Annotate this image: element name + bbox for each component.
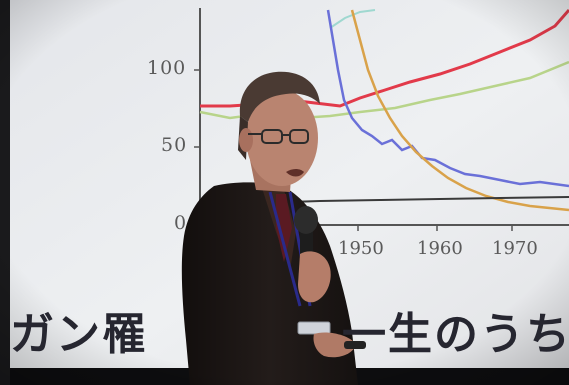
slide-caption-left: ガン罹 — [10, 309, 148, 360]
y-tick-label-100: 100 — [147, 57, 187, 79]
x-tick-label-1960: 1960 — [417, 238, 463, 259]
y-tick-label-0: 0 — [174, 212, 188, 234]
y-tick-label-50: 50 — [161, 134, 188, 156]
x-tick-label-1950: 1950 — [338, 238, 384, 259]
x-tick-label-1970: 1970 — [492, 238, 538, 259]
slide-caption-right: 一生のうち — [342, 309, 569, 360]
